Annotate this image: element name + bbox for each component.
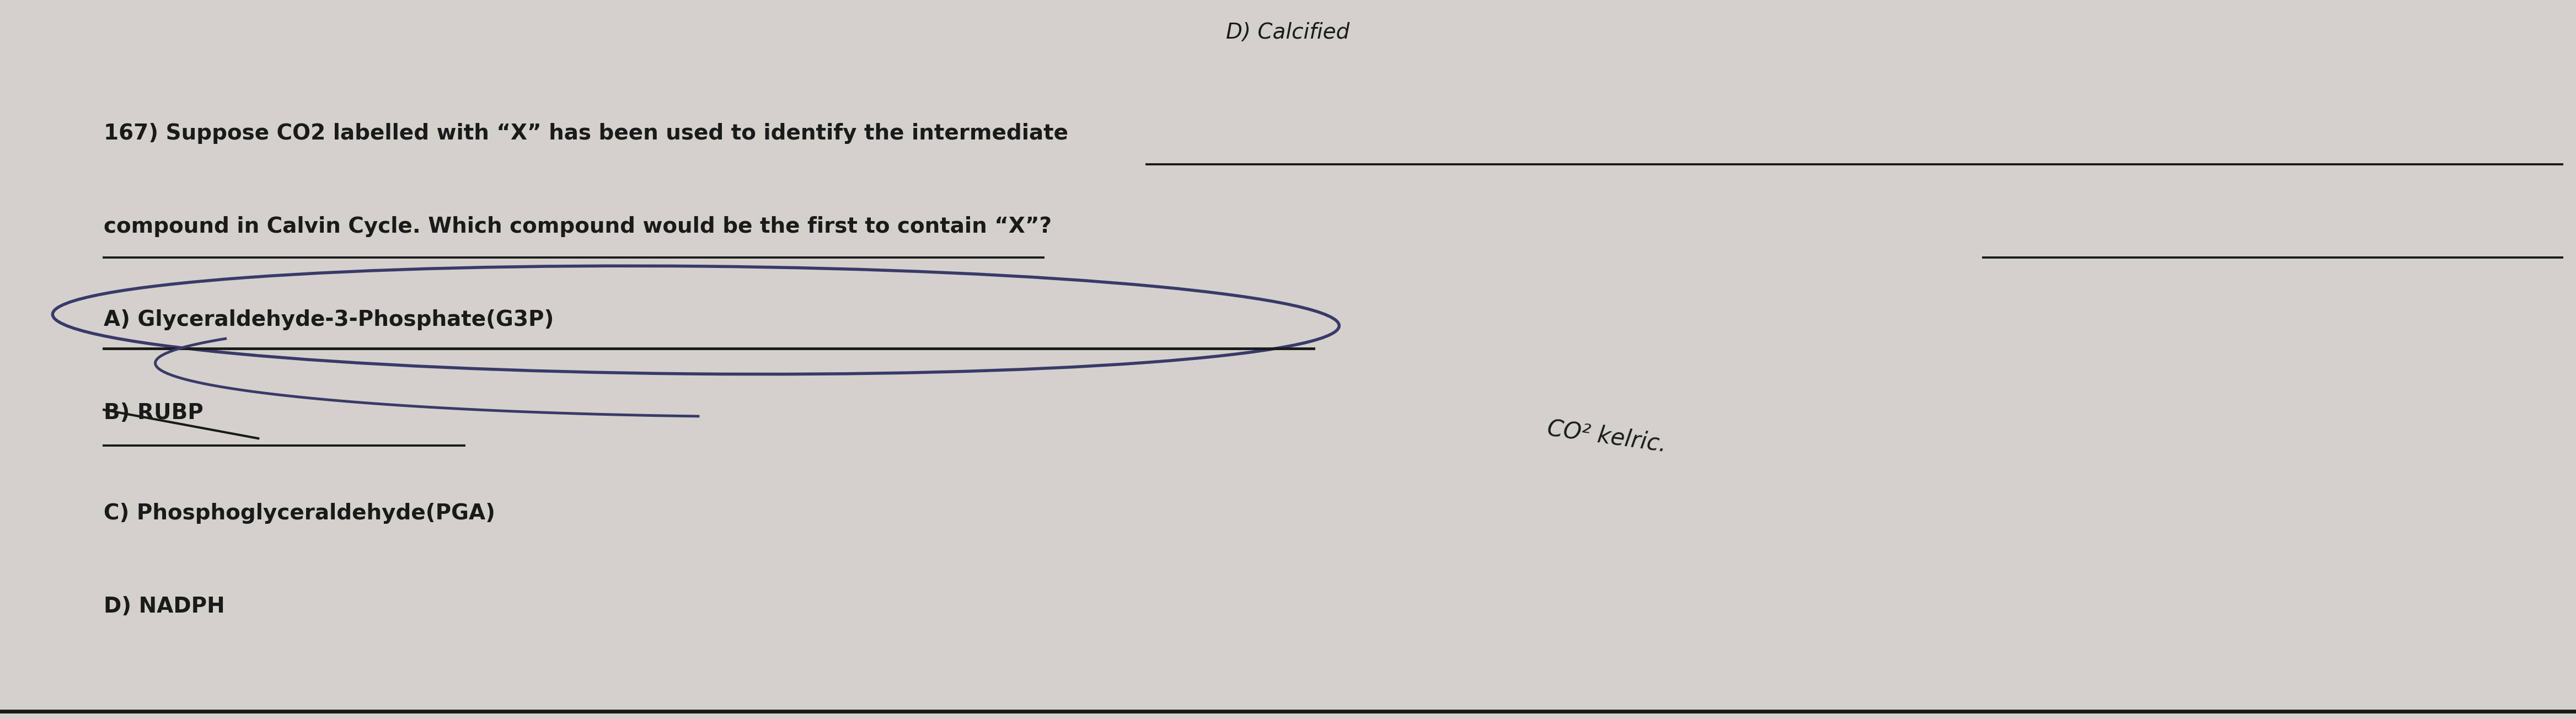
Text: A) Glyceraldehyde-3-Phosphate(G3P): A) Glyceraldehyde-3-Phosphate(G3P) — [103, 309, 554, 330]
Text: D) Calcified: D) Calcified — [1226, 22, 1350, 43]
Text: C) Phosphoglyceraldehyde(PGA): C) Phosphoglyceraldehyde(PGA) — [103, 503, 495, 524]
Text: B) RUBP: B) RUBP — [103, 403, 204, 423]
Text: D) NADPH: D) NADPH — [103, 596, 224, 617]
Text: CO² kelric.: CO² kelric. — [1546, 417, 1667, 457]
Text: compound in Calvin Cycle. Which compound would be the first to contain “X”?: compound in Calvin Cycle. Which compound… — [103, 216, 1051, 237]
Text: 167) Suppose CO2 labelled with “X” has been used to identify the intermediate: 167) Suppose CO2 labelled with “X” has b… — [103, 123, 1069, 144]
